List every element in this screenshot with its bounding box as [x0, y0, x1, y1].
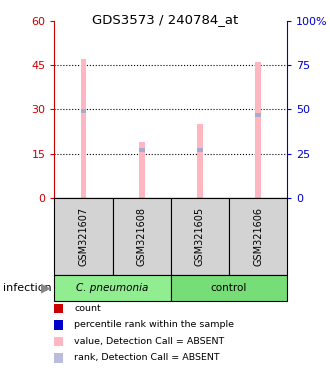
Text: GSM321608: GSM321608: [137, 207, 147, 266]
Bar: [197, 124, 203, 198]
Text: rank, Detection Call = ABSENT: rank, Detection Call = ABSENT: [74, 353, 220, 362]
Bar: [197, 148, 203, 152]
Text: count: count: [74, 304, 101, 313]
Bar: [81, 109, 86, 113]
Text: ▶: ▶: [41, 281, 51, 295]
Bar: [255, 113, 261, 117]
Bar: [139, 148, 145, 152]
Text: GDS3573 / 240784_at: GDS3573 / 240784_at: [92, 13, 238, 26]
Bar: [171, 275, 287, 301]
Bar: [113, 198, 171, 275]
Bar: [54, 275, 171, 301]
Bar: [81, 60, 86, 198]
Bar: [54, 198, 113, 275]
Bar: [171, 198, 229, 275]
Text: value, Detection Call = ABSENT: value, Detection Call = ABSENT: [74, 337, 224, 346]
Text: infection: infection: [3, 283, 52, 293]
Text: percentile rank within the sample: percentile rank within the sample: [74, 320, 234, 329]
Text: GSM321607: GSM321607: [79, 207, 88, 266]
Text: GSM321606: GSM321606: [253, 207, 263, 266]
Bar: [255, 62, 261, 198]
Bar: [139, 142, 145, 198]
Text: GSM321605: GSM321605: [195, 207, 205, 266]
Text: C. pneumonia: C. pneumonia: [77, 283, 149, 293]
Text: control: control: [211, 283, 247, 293]
Bar: [229, 198, 287, 275]
